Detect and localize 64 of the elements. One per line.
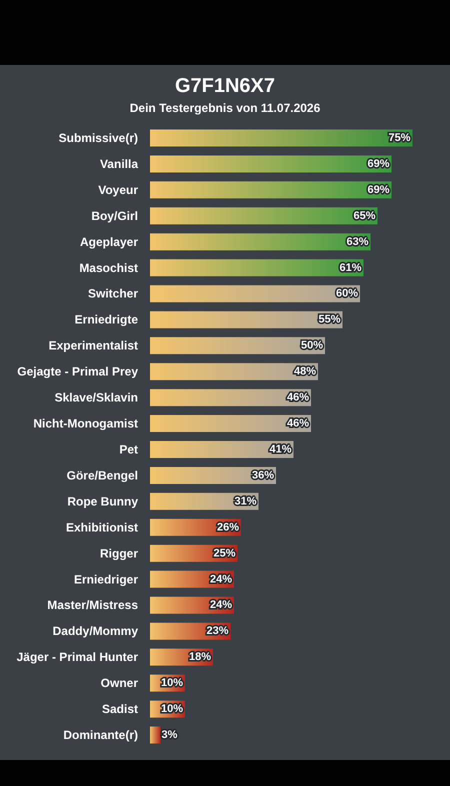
y-tick-label: Switcher <box>88 286 138 301</box>
y-tick-label: Daddy/Mommy <box>52 624 138 638</box>
bar <box>150 311 342 328</box>
bar <box>150 363 318 380</box>
data-label: 48% <box>294 366 316 378</box>
data-label: 46% <box>286 392 310 404</box>
data-label: 10% <box>160 703 184 716</box>
data-label: 41% <box>269 443 292 456</box>
y-tick-label: Pet <box>119 442 138 456</box>
bar <box>150 337 325 354</box>
chart-title: G7F1N6X7 <box>174 75 276 97</box>
data-label: 46% <box>286 418 310 430</box>
data-label: 60% <box>336 288 358 300</box>
data-label: 26% <box>216 521 240 534</box>
data-label: 18% <box>188 651 212 664</box>
y-tick-label: Experimentalist <box>48 338 138 353</box>
y-tick-label: Boy/Girl <box>91 208 138 223</box>
chart-subtitle: Dein Testergebnis von 11.07.2026 <box>130 101 321 115</box>
bar <box>150 415 311 432</box>
data-label: 24% <box>210 573 232 586</box>
data-label: 75% <box>388 132 411 144</box>
y-tick-label: Voyeur <box>98 182 138 197</box>
bar <box>150 726 160 744</box>
data-label: 50% <box>300 340 324 352</box>
y-tick-label: Masochist <box>79 260 138 275</box>
y-tick-label: Submissive(r) <box>58 130 138 145</box>
data-label: 10% <box>160 677 184 690</box>
y-tick-label: Sklave/Sklavin <box>54 390 138 405</box>
data-label: 24% <box>210 599 232 612</box>
bar <box>150 155 392 172</box>
y-tick-label: Rigger <box>100 546 138 560</box>
data-label: 36% <box>252 469 274 482</box>
data-label: 61% <box>339 262 362 274</box>
y-tick-label: Erniedrigte <box>74 312 138 327</box>
y-tick-label: Jäger - Primal Hunter <box>16 650 138 664</box>
y-tick-label: Gejagte - Primal Prey <box>17 364 138 379</box>
y-tick-label: Ageplayer <box>80 234 138 249</box>
y-tick-label: Erniedriger <box>74 572 138 586</box>
data-label: 55% <box>318 314 341 326</box>
bar <box>150 285 360 302</box>
bar <box>150 233 370 250</box>
data-label: 23% <box>206 625 229 638</box>
bar <box>150 389 311 406</box>
y-tick-label: Göre/Bengel <box>66 468 138 482</box>
bar <box>150 181 392 198</box>
data-label: 25% <box>213 547 236 560</box>
data-label: 65% <box>353 210 376 222</box>
bar <box>150 207 378 224</box>
y-tick-label: Exhibitionist <box>66 520 138 534</box>
y-tick-label: Master/Mistress <box>47 598 138 612</box>
data-label: 31% <box>234 495 257 508</box>
y-tick-label: Sadist <box>102 702 138 716</box>
y-tick-label: Dominante(r) <box>63 728 138 742</box>
y-tick-label: Rope Bunny <box>67 494 138 508</box>
data-label: 63% <box>346 236 369 248</box>
data-label: 69% <box>367 158 390 170</box>
bar <box>150 440 294 458</box>
bar <box>150 129 412 146</box>
data-label: 3% <box>162 729 178 742</box>
data-label: 69% <box>367 184 390 196</box>
bar <box>150 259 364 276</box>
y-tick-label: Owner <box>100 676 138 690</box>
y-tick-label: Nicht-Monogamist <box>33 416 138 431</box>
y-tick-label: Vanilla <box>100 156 138 171</box>
